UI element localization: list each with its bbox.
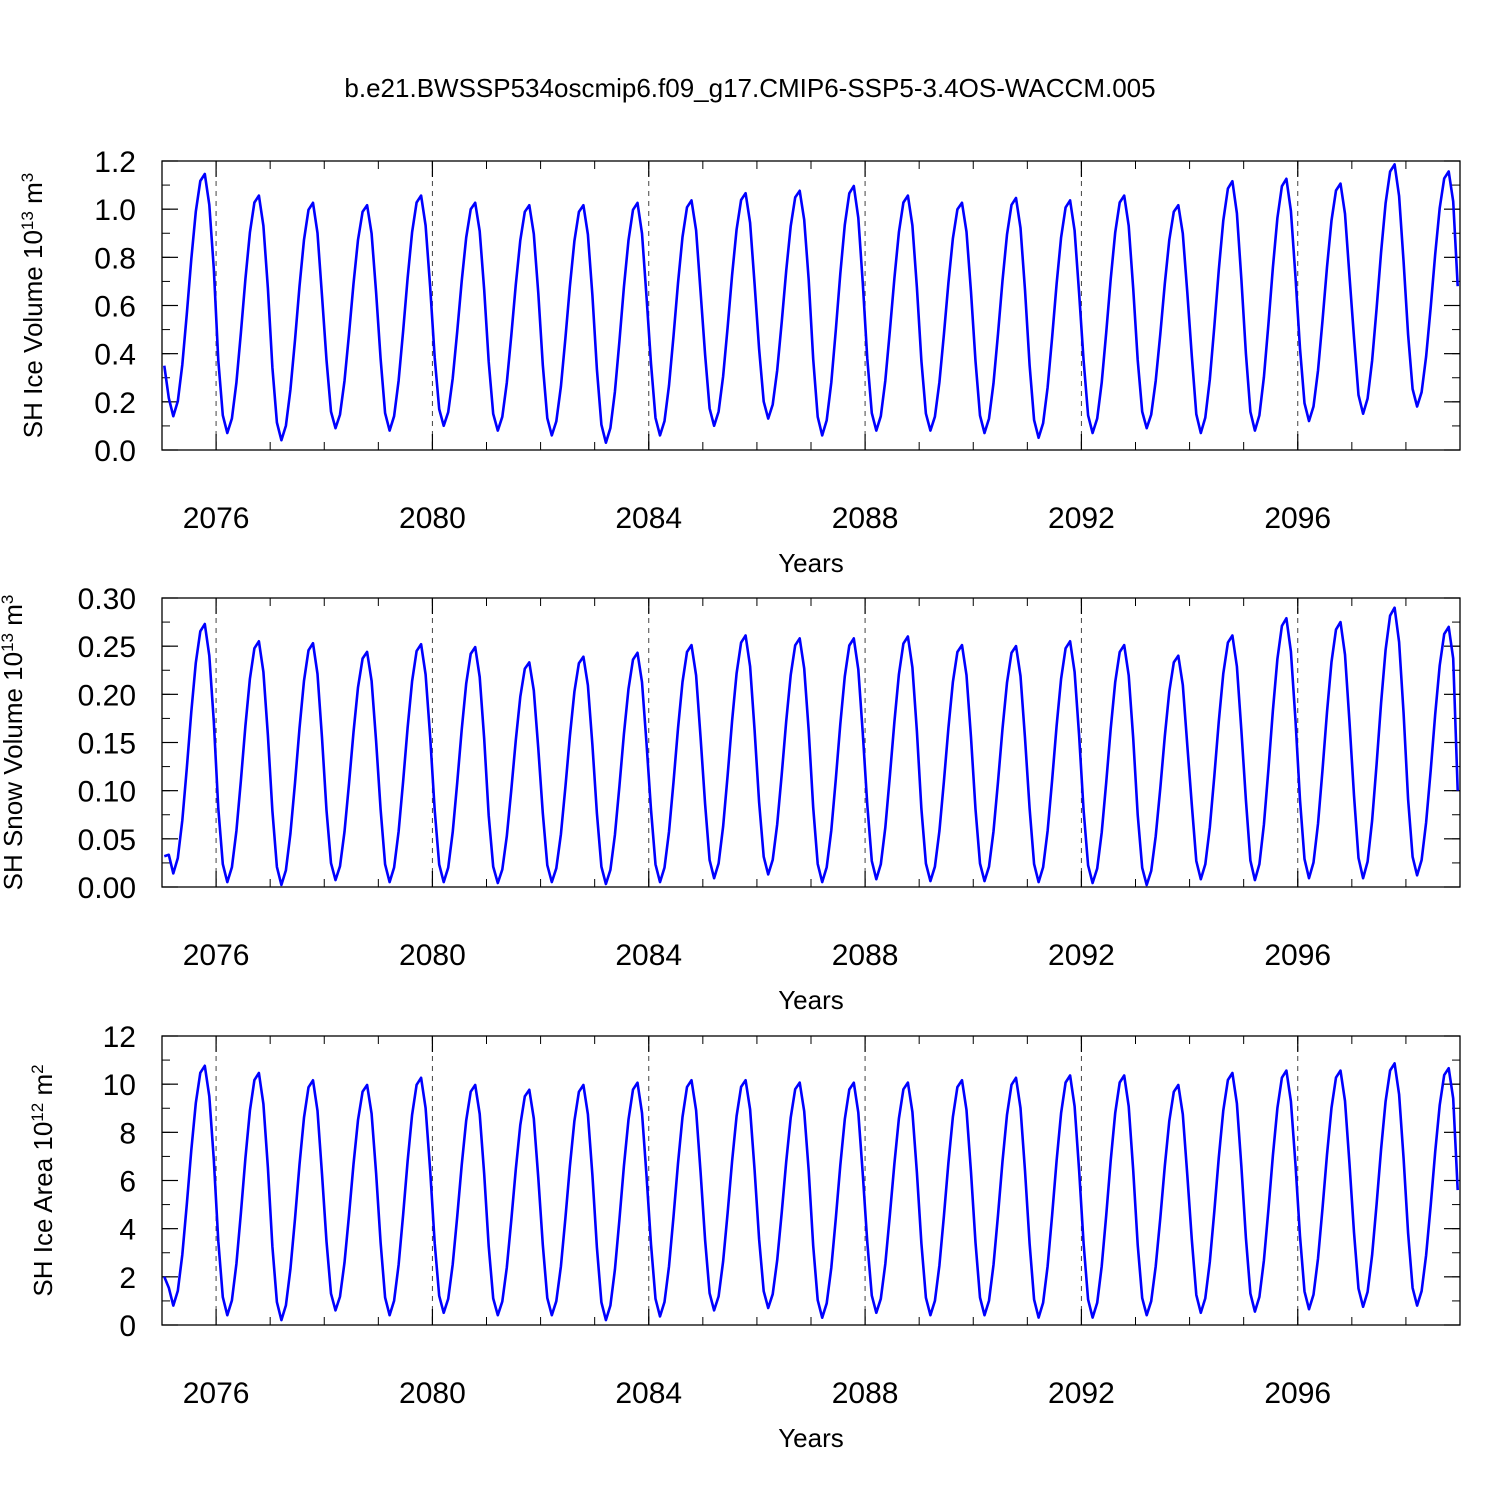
- x-axis-title: Years: [778, 985, 844, 1015]
- plot-frame: [161, 597, 1461, 888]
- y-tick-label: 0.30: [78, 583, 136, 616]
- panel-ice-volume: 0.0 0.2 0.4 0.6 0.8 1.0 1.2 2076 2080 2084 2088 209…: [18, 146, 1461, 578]
- x-tick-label: 2076: [183, 502, 250, 535]
- y-tick-label: 0: [119, 1310, 136, 1343]
- plot-frame: [161, 160, 1461, 451]
- y-tick-label: 0.0: [94, 435, 136, 468]
- panel-snow-volume: 0.00 0.05 0.10 0.15 0.20 0.25 0.30 2076 2080 2084…: [0, 583, 1461, 1015]
- y-tick-label: 0.00: [78, 872, 136, 905]
- y-tick-label: 0.10: [78, 776, 136, 809]
- y-tick-label: 8: [119, 1117, 136, 1150]
- x-tick-label: 2096: [1264, 1377, 1331, 1410]
- x-axis-title: Years: [778, 1423, 844, 1453]
- series-line-ice-area: [163, 1062, 1459, 1322]
- x-tick-label: 2076: [183, 939, 250, 972]
- y-tick-label: 0.25: [78, 631, 136, 664]
- x-tick-label: 2088: [832, 502, 899, 535]
- y-axis-title: SH Ice Volume 1013 m3: [18, 173, 49, 438]
- x-tick-label: 2088: [832, 939, 899, 972]
- series-line-ice-volume: [163, 163, 1459, 445]
- y-tick-label: 0.6: [94, 291, 136, 324]
- x-axis-title: Years: [778, 548, 844, 578]
- chart-title: b.e21.BWSSP534oscmip6.f09_g17.CMIP6-SSP5…: [344, 73, 1155, 103]
- x-tick-label: 2088: [832, 1377, 899, 1410]
- y-tick-label: 10: [103, 1069, 136, 1102]
- y-tick-label: 0.8: [94, 242, 136, 275]
- y-tick-label: 2: [119, 1262, 136, 1295]
- y-tick-label: 6: [119, 1166, 136, 1199]
- x-tick-label: 2096: [1264, 939, 1331, 972]
- y-axis-title: SH Ice Area 1012 m2: [28, 1064, 59, 1296]
- y-tick-label: 0.20: [78, 679, 136, 712]
- x-tick-label: 2084: [615, 939, 682, 972]
- y-tick-label: 0.2: [94, 387, 136, 420]
- y-tick-label: 4: [119, 1214, 136, 1247]
- x-tick-label: 2096: [1264, 502, 1331, 535]
- x-tick-label: 2084: [615, 502, 682, 535]
- x-tick-label: 2092: [1048, 502, 1115, 535]
- y-tick-label: 12: [103, 1021, 136, 1054]
- y-axis-title: SH Snow Volume 1013 m3: [0, 595, 28, 891]
- y-tick-label: 0.05: [78, 824, 136, 857]
- x-tick-label: 2080: [399, 939, 466, 972]
- x-tick-label: 2092: [1048, 939, 1115, 972]
- y-tick-label: 0.4: [94, 339, 136, 372]
- x-tick-label: 2076: [183, 1377, 250, 1410]
- panel-ice-area: 0 2 4 6 8 10 12 2076 2080 2084 2088 2092 2096 Years SH…: [28, 1021, 1461, 1453]
- series-line-snow-volume: [163, 606, 1459, 887]
- y-tick-label: 0.15: [78, 728, 136, 761]
- x-tick-label: 2084: [615, 1377, 682, 1410]
- x-tick-label: 2080: [399, 502, 466, 535]
- x-tick-label: 2092: [1048, 1377, 1115, 1410]
- y-tick-label: 1.2: [94, 146, 136, 179]
- y-tick-label: 1.0: [94, 194, 136, 227]
- plot-frame: [161, 1035, 1461, 1326]
- x-tick-label: 2080: [399, 1377, 466, 1410]
